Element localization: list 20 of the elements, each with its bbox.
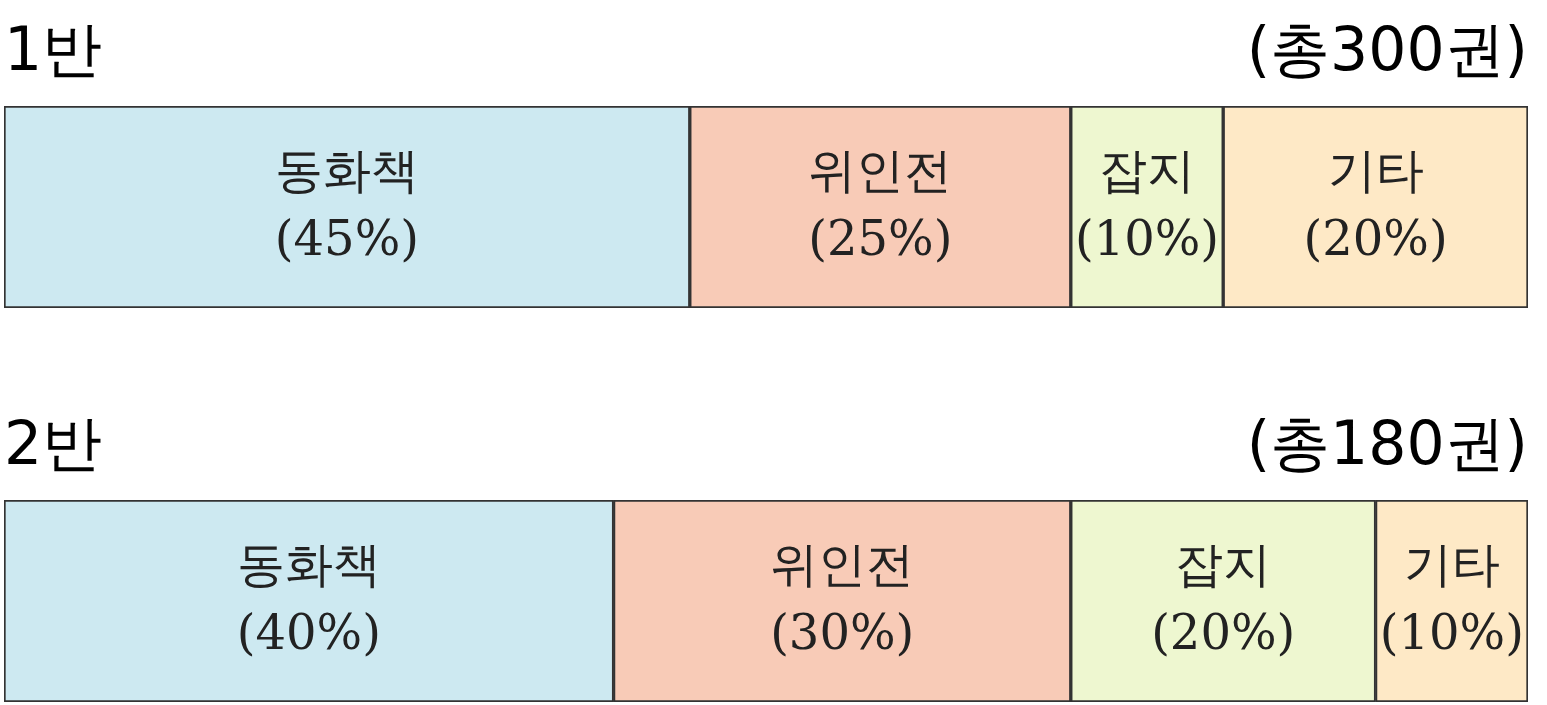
series-label: 위인전 bbox=[808, 142, 953, 199]
data-label: (25%) bbox=[808, 210, 953, 267]
data-label: (30%) bbox=[770, 604, 915, 661]
series-label: 동화책 bbox=[274, 142, 419, 199]
chart-subtitle: (총180권) bbox=[1246, 407, 1528, 480]
chart-title: 1반 bbox=[4, 13, 103, 86]
chart-subtitle: (총300권) bbox=[1246, 13, 1528, 86]
data-label: (10%) bbox=[1379, 604, 1524, 661]
series-label: 기타 bbox=[1403, 536, 1500, 593]
series-label: 잡지 bbox=[1099, 142, 1195, 199]
series-label: 위인전 bbox=[770, 536, 915, 593]
series-label: 기타 bbox=[1327, 142, 1424, 199]
series-label: 잡지 bbox=[1175, 536, 1272, 593]
chart-title: 2반 bbox=[4, 407, 103, 480]
data-label: (20%) bbox=[1303, 210, 1448, 267]
data-label: (10%) bbox=[1074, 210, 1220, 267]
data-label: (40%) bbox=[236, 604, 381, 661]
data-label: (20%) bbox=[1151, 604, 1296, 661]
series-label: 동화책 bbox=[236, 536, 381, 593]
data-label: (45%) bbox=[274, 210, 419, 267]
